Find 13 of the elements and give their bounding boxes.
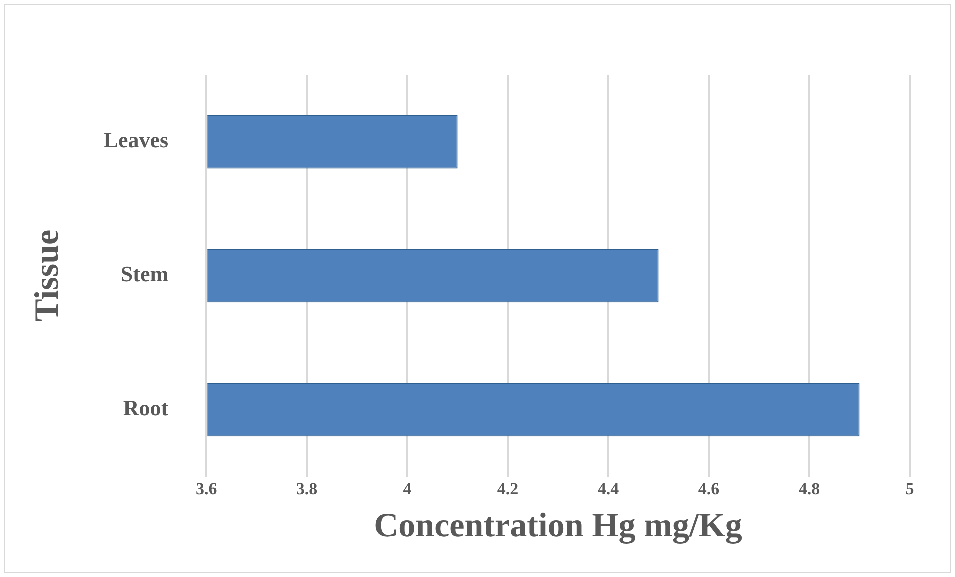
x-tick-label: 3.6 [196,479,218,498]
y-tick-label: Stem [120,262,169,287]
y-tick-label: Root [123,396,170,421]
y-tick-label: Leaves [104,128,169,153]
x-tick-label: 4 [403,479,412,498]
x-tick-label: 3.8 [296,479,318,498]
y-axis-title: Tissue [29,230,66,322]
x-tick-label: 4.2 [497,479,519,498]
x-tick-label: 5 [906,479,914,498]
x-tick-label: 4.6 [698,479,720,498]
x-axis-title: Concentration Hg mg/Kg [374,507,742,544]
x-tick-label: 4.4 [598,479,620,498]
x-tick-label: 4.8 [798,479,820,498]
